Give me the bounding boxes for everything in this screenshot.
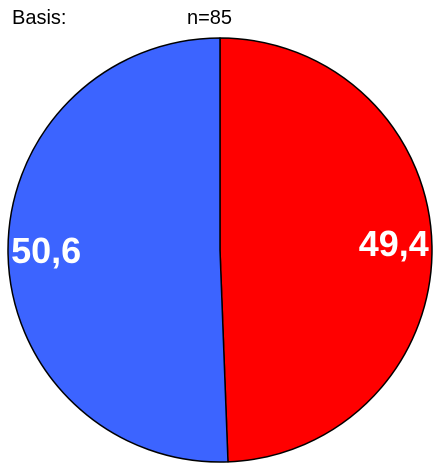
pie-slices [7,37,433,463]
basis-label: Basis: [12,7,67,29]
pie-slice-label-2: 50,6 [11,230,81,271]
sample-size-label: n=85 [187,7,233,29]
pie-labels: 49,4 50,6 [11,223,429,271]
pie-slice-label-1: 49,4 [359,223,429,264]
pie-slice-1 [219,37,433,463]
pie-slice-2 [7,37,229,463]
